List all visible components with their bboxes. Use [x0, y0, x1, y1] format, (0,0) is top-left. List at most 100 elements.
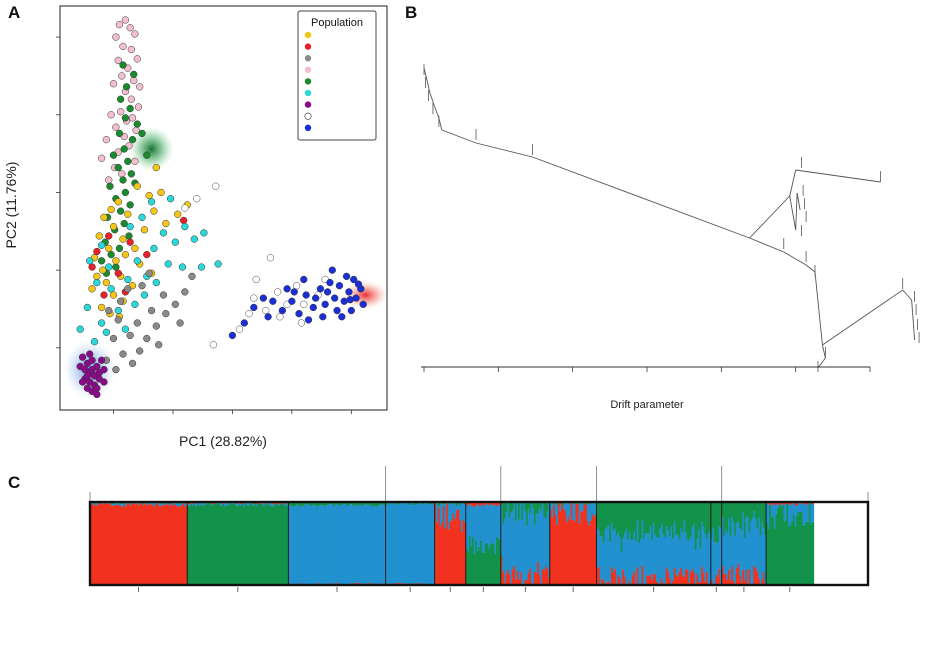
ancestry-segment-eur: [497, 504, 500, 539]
ancestry-segment-eur: [277, 503, 280, 506]
ancestry-segment-afr: [460, 532, 464, 585]
tree-branch: [438, 117, 443, 131]
ancestry-segment-afr: [737, 563, 740, 585]
ancestry-segment-eur: [129, 503, 133, 506]
ancestry-segment-eur: [620, 551, 623, 585]
point-asw: [262, 306, 270, 315]
ancestry-segment-eur: [320, 505, 323, 585]
ancestry-segment-afr: [156, 502, 160, 585]
ancestry-segment-eas: [417, 502, 420, 505]
ancestry-segment-eas: [610, 502, 614, 523]
point-acb: [240, 319, 248, 327]
ancestry-segment-afr: [467, 502, 470, 505]
point-mxl: [143, 151, 151, 159]
ancestry-segment-eur: [488, 505, 491, 549]
ancestry-segment-eas: [376, 502, 379, 507]
point-dbgap-cv: [105, 244, 113, 253]
ancestry-segment-afr: [163, 505, 166, 585]
tree-x-ticks: [423, 367, 871, 372]
point-clm: [93, 278, 101, 287]
ancestry-segment-afr: [459, 520, 462, 585]
ancestry-segment-eas: [337, 502, 341, 506]
ancestry-segment-afr: [515, 579, 518, 585]
point-pel: [131, 30, 139, 38]
ancestry-segment-eas: [515, 502, 518, 522]
ancestry-segment-eas: [766, 522, 769, 585]
ancestry-segment-eas: [672, 502, 675, 539]
ancestry-segment-eur: [426, 502, 429, 585]
ancestry-segment-eur: [599, 536, 602, 585]
ancestry-segment-eur: [403, 502, 406, 584]
ancestry-segment-afr: [680, 567, 683, 585]
ancestry-segment-eas: [799, 512, 802, 585]
ancestry-segment-eur: [718, 526, 721, 569]
ancestry-segment-eur: [805, 504, 808, 522]
ancestry-segment-afr: [454, 518, 457, 585]
ancestry-segment-eur: [288, 505, 291, 584]
point-mxl: [121, 188, 130, 197]
ancestry-segment-eur: [447, 503, 450, 530]
ancestry-segment-eas: [538, 502, 541, 508]
ancestry-segment-eur: [631, 539, 635, 575]
ancestry-segment-eas: [559, 502, 562, 505]
point-pel: [131, 157, 139, 166]
ancestry-segment-eas: [262, 506, 265, 585]
ancestry-segment-afr: [594, 515, 598, 585]
ancestry-segment-eur: [464, 504, 467, 523]
ancestry-segment-eur: [578, 503, 581, 524]
ancestry-segment-eur: [331, 504, 334, 585]
ancestry-segment-afr: [731, 566, 734, 585]
point-mxl: [126, 201, 134, 209]
ancestry-segment-afr: [141, 503, 144, 585]
ancestry-segment-eur: [313, 504, 317, 585]
ancestry-segment-eur: [704, 533, 707, 582]
ancestry-segment-eur: [758, 516, 761, 578]
ancestry-segment-eur: [540, 510, 543, 585]
ancestry-segment-eur: [519, 502, 522, 573]
ancestry-segment-eur: [225, 503, 228, 506]
ancestry-segment-afr: [470, 502, 473, 506]
ancestry-segment-eas: [232, 503, 235, 585]
ancestry-segment-afr: [283, 502, 286, 505]
ancestry-segment-eur: [390, 503, 393, 584]
ancestry-segment-eur: [783, 505, 786, 522]
ancestry-segment-afr: [155, 503, 158, 585]
point-ceu: [100, 365, 108, 374]
ancestry-segment-eur: [117, 502, 120, 506]
ancestry-segment-eas: [302, 502, 305, 507]
ancestry-segment-eas: [388, 502, 391, 505]
point-dbgap-cv: [99, 266, 107, 274]
point-acb: [328, 266, 336, 274]
ancestry-segment-eas: [272, 506, 275, 585]
point-asw: [209, 341, 218, 349]
ancestry-segment-afr: [588, 525, 591, 585]
ancestry-segment-afr: [685, 569, 688, 585]
ancestry-segment-eas: [222, 503, 225, 585]
point-dbgap-cv: [100, 213, 108, 221]
ancestry-segment-eur: [123, 502, 126, 505]
ancestry-segment-eur: [586, 504, 590, 521]
ancestry-segment-afr: [598, 566, 601, 585]
ancestry-segment-afr: [128, 503, 131, 585]
point-clm: [97, 241, 106, 249]
ancestry-segment-eur: [399, 502, 403, 584]
ancestry-segment-eur: [384, 505, 387, 585]
ancestry-segment-eas: [358, 502, 361, 506]
point-mxl: [120, 145, 128, 153]
ancestry-segment-eas: [235, 505, 238, 585]
ancestry-segment-eur: [728, 518, 731, 570]
ancestry-segment-eas: [190, 503, 193, 585]
ancestry-segment-eas: [209, 503, 212, 585]
ancestry-segment-eas: [256, 506, 259, 585]
ancestry-segment-eur: [379, 505, 382, 585]
point-pel: [126, 24, 134, 32]
ancestry-segment-eas: [777, 507, 780, 585]
ancestry-segment-eur: [591, 502, 594, 515]
ancestry-segment-eur: [721, 516, 724, 566]
ancestry-segment-eas: [497, 538, 500, 585]
ancestry-segment-eur: [312, 504, 315, 585]
legend-box: [297, 10, 377, 141]
ancestry-segment-eas: [228, 503, 232, 585]
ancestry-segment-eur: [606, 527, 609, 583]
ancestry-segment-eas: [524, 502, 527, 511]
